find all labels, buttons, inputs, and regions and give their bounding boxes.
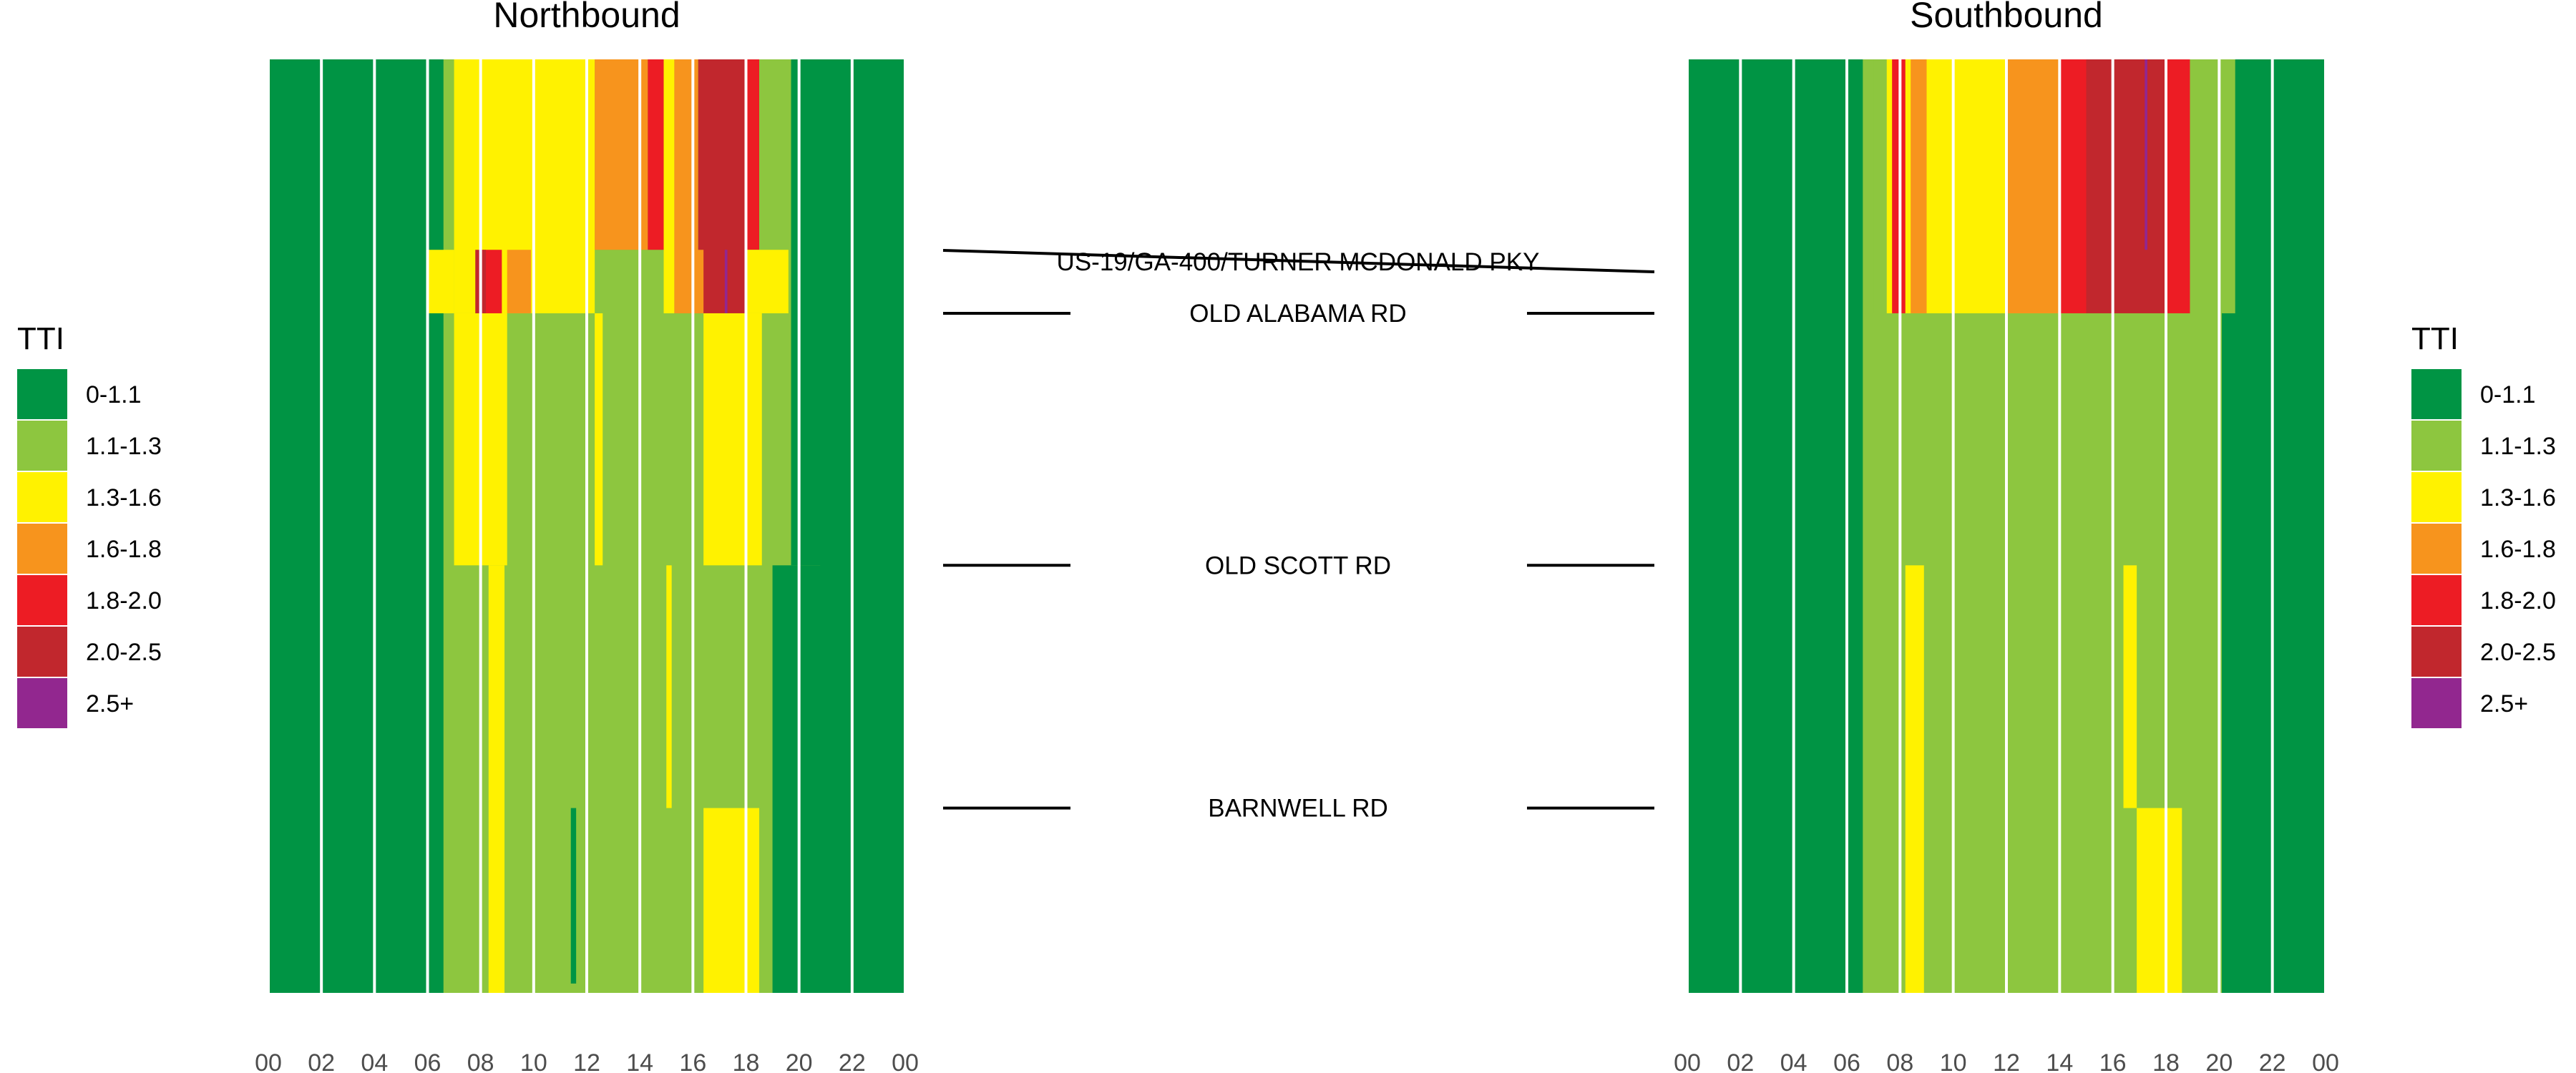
southbound-heat-cell: [2256, 59, 2326, 313]
southbound-x-tick-label: 14: [2046, 1049, 2073, 1073]
northbound-x-tick-label: 00: [892, 1049, 919, 1073]
landmark-label: OLD ALABAMA RD: [1189, 300, 1406, 328]
northbound-heat-cell: [648, 59, 664, 250]
northbound-x-tick-label: 14: [626, 1049, 653, 1073]
legend-left-swatch: [17, 678, 67, 728]
legend-left-entry-label: 1.6-1.8: [86, 536, 162, 563]
legend-left-entry-label: 1.1-1.3: [86, 433, 162, 460]
legend-right-entry-label: 2.5+: [2480, 690, 2528, 717]
southbound-x-tick-label: 22: [2259, 1049, 2286, 1073]
southbound-x-tick-label: 02: [1727, 1049, 1754, 1073]
southbound-heat-cell: [2086, 59, 2166, 313]
legend-right-entry-label: 0-1.1: [2480, 381, 2536, 408]
southbound-panel-title: Southbound: [1910, 0, 2103, 35]
southbound-heat-cell: [1911, 59, 1927, 313]
southbound-x-tick-label: 08: [1886, 1049, 1913, 1073]
northbound-x-tick-label: 22: [839, 1049, 866, 1073]
legend-left-swatch: [17, 575, 67, 625]
legend-right-swatch: [2411, 627, 2462, 677]
legend-right-swatch: [2411, 472, 2462, 522]
legend-right-swatch: [2411, 369, 2462, 419]
legend-left: TTI 0-1.1 1.1-1.3 1.3-1.6 1.6-1.8 1.8-2.0 2.0-…: [17, 321, 162, 728]
landmark-label: BARNWELL RD: [1208, 795, 1388, 823]
southbound-heat-cell: [2166, 59, 2190, 313]
southbound-heat-cell: [2123, 565, 2137, 808]
legend-right-entry-label: 2.0-2.5: [2480, 639, 2556, 666]
southbound-heat-cell: [2137, 808, 2182, 993]
legend-right-swatch: [2411, 678, 2462, 728]
legend-right-entry-label: 1.3-1.6: [2480, 484, 2556, 511]
northbound-heat-cell: [666, 565, 672, 808]
legend-left-swatch: [17, 421, 67, 471]
northbound-heat-cell: [724, 250, 728, 313]
northbound-heat-cell: [746, 59, 760, 250]
legend-right-swatch: [2411, 524, 2462, 574]
southbound-heat-cell: [2059, 59, 2087, 313]
northbound-heat-cell: [427, 250, 454, 313]
southbound-x-tick-label: 00: [2312, 1049, 2339, 1073]
legend-left-entry-label: 0-1.1: [86, 381, 142, 408]
northbound-x-tick-label: 08: [467, 1049, 494, 1073]
northbound-heat-cell: [746, 250, 789, 313]
northbound-heat-cell: [791, 59, 905, 566]
legend-left-entry-label: 2.0-2.5: [86, 639, 162, 666]
northbound-x-tick-label: 16: [679, 1049, 706, 1073]
southbound-x-tick-label: 04: [1780, 1049, 1807, 1073]
northbound-heat-cell: [570, 808, 577, 984]
northbound-x-tick-label: 18: [733, 1049, 760, 1073]
legend-right-swatch: [2411, 421, 2462, 471]
legend-right: TTI 0-1.1 1.1-1.3 1.3-1.6 1.6-1.8 1.8-2.0 2.0-…: [2411, 321, 2556, 728]
southbound-panel: Southbound 00 02 04 06 08 10 12 14 16 18 20 22 00: [1674, 0, 2339, 1073]
legend-left-swatch: [17, 472, 67, 522]
southbound-heat-cell: [2006, 59, 2060, 313]
southbound-heat-cell: [1905, 565, 1924, 993]
northbound-heat-cell: [595, 313, 603, 566]
northbound-panel-title: Northbound: [493, 0, 680, 35]
southbound-x-tick-label: 12: [1993, 1049, 2020, 1073]
legend-right-swatch: [2411, 575, 2462, 625]
northbound-heat-cell: [703, 313, 762, 566]
southbound-x-tick-label: 20: [2205, 1049, 2233, 1073]
northbound-x-tick-label: 04: [361, 1049, 388, 1073]
northbound-heat-cell: [677, 250, 704, 313]
legend-left-swatch: [17, 524, 67, 574]
northbound-x-tick-label: 12: [573, 1049, 600, 1073]
northbound-x-tick-label: 00: [255, 1049, 282, 1073]
legend-left-entry-label: 1.8-2.0: [86, 587, 162, 614]
legend-right-title: TTI: [2411, 321, 2459, 356]
northbound-x-tick-label: 20: [786, 1049, 813, 1073]
northbound-heat-cell: [759, 59, 791, 250]
northbound-heat-cell: [488, 565, 505, 993]
northbound-x-tick-label: 02: [308, 1049, 335, 1073]
legend-left-swatch: [17, 369, 67, 419]
northbound-x-tick-label: 06: [414, 1049, 441, 1073]
southbound-x-tick-label: 00: [1674, 1049, 1701, 1073]
northbound-heat-cell: [663, 59, 675, 313]
southbound-x-tick-label: 10: [1940, 1049, 1967, 1073]
legend-left-entry-label: 2.5+: [86, 690, 134, 717]
northbound-panel: Northbound 00 02 04 06 08 10 12 14 16 18 20 22 00: [255, 0, 919, 1073]
northbound-x-tick-label: 10: [520, 1049, 547, 1073]
legend-left-entry-label: 1.3-1.6: [86, 484, 162, 511]
northbound-heat-cell: [698, 59, 746, 313]
legend-right-entry-label: 1.6-1.8: [2480, 536, 2556, 563]
northbound-heat-cell: [703, 808, 760, 993]
legend-left-swatch: [17, 627, 67, 677]
northbound-heat-cell: [772, 565, 905, 993]
northbound-heat-cell: [507, 250, 532, 313]
landmark-label: OLD SCOTT RD: [1205, 552, 1391, 579]
legend-right-entry-label: 1.1-1.3: [2480, 433, 2556, 460]
legend-left-title: TTI: [17, 321, 64, 356]
southbound-x-tick-label: 18: [2152, 1049, 2180, 1073]
landmark-labels: US-19/GA-400/TURNER MCDONALD PKY OLD ALAB…: [942, 248, 1655, 823]
landmark-connector-line: [942, 249, 1655, 273]
southbound-x-tick-label: 06: [1833, 1049, 1860, 1073]
southbound-x-tick-label: 16: [2099, 1049, 2127, 1073]
southbound-heat-cell: [2145, 59, 2147, 250]
legend-right-entry-label: 1.8-2.0: [2480, 587, 2556, 614]
landmark-label: US-19/GA-400/TURNER MCDONALD PKY: [1057, 248, 1540, 276]
